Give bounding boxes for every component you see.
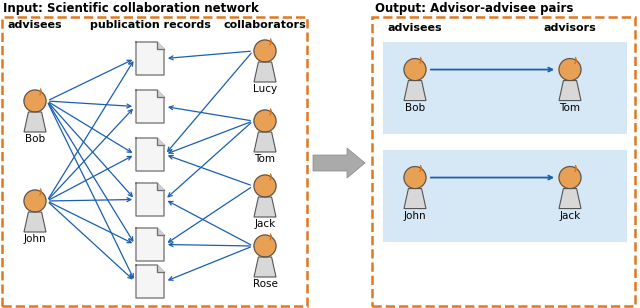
FancyBboxPatch shape [372,17,635,306]
Circle shape [254,175,276,197]
Circle shape [254,40,276,62]
Circle shape [254,235,276,257]
Text: Jack: Jack [254,219,276,229]
FancyBboxPatch shape [383,42,627,134]
FancyBboxPatch shape [383,150,627,242]
Text: advisors: advisors [543,23,596,33]
Polygon shape [136,183,164,216]
Text: Jack: Jack [559,211,580,221]
Text: publication records: publication records [90,20,211,30]
Polygon shape [136,90,164,123]
Polygon shape [404,188,426,209]
Polygon shape [136,228,164,261]
Polygon shape [254,62,276,82]
Polygon shape [24,212,46,232]
Text: Tom: Tom [559,103,580,112]
Text: Output: Advisor-advisee pairs: Output: Advisor-advisee pairs [375,2,573,15]
Polygon shape [254,197,276,217]
Text: Input: Scientific collaboration network: Input: Scientific collaboration network [3,2,259,15]
Polygon shape [157,42,164,49]
Polygon shape [559,81,581,100]
Circle shape [24,190,46,212]
Circle shape [404,59,426,81]
Polygon shape [254,257,276,277]
Polygon shape [313,148,365,178]
Circle shape [559,167,581,188]
Circle shape [559,59,581,81]
Polygon shape [136,138,164,171]
Polygon shape [157,90,164,97]
Polygon shape [404,81,426,100]
Text: John: John [24,234,46,244]
Text: Rose: Rose [253,279,277,289]
Text: Lucy: Lucy [253,84,277,94]
Text: advisees: advisees [388,23,442,33]
Text: advisees: advisees [8,20,62,30]
Text: Tom: Tom [255,154,275,164]
Polygon shape [157,228,164,235]
Text: Bob: Bob [405,103,425,112]
Polygon shape [136,265,164,298]
FancyBboxPatch shape [2,17,307,306]
Circle shape [404,167,426,188]
Circle shape [254,110,276,132]
Text: collaborators: collaborators [223,20,307,30]
Text: John: John [404,211,426,221]
Text: Bob: Bob [25,134,45,144]
Circle shape [24,90,46,112]
Polygon shape [559,188,581,209]
Polygon shape [24,112,46,132]
Polygon shape [157,138,164,145]
Polygon shape [136,42,164,75]
Polygon shape [157,265,164,272]
Polygon shape [157,183,164,190]
Polygon shape [254,132,276,152]
